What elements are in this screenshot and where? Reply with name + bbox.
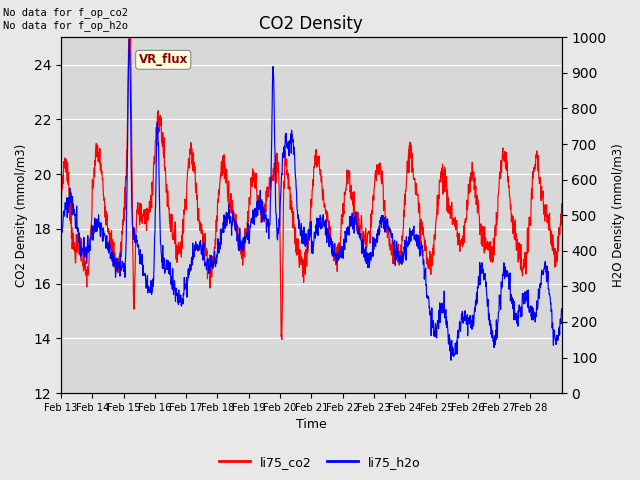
Text: VR_flux: VR_flux <box>139 53 188 66</box>
Title: CO2 Density: CO2 Density <box>259 15 363 33</box>
Text: No data for f_op_co2
No data for f_op_h2o: No data for f_op_co2 No data for f_op_h2… <box>3 7 128 31</box>
Y-axis label: H2O Density (mmol/m3): H2O Density (mmol/m3) <box>612 144 625 287</box>
Legend: li75_co2, li75_h2o: li75_co2, li75_h2o <box>214 451 426 474</box>
Y-axis label: CO2 Density (mmol/m3): CO2 Density (mmol/m3) <box>15 144 28 287</box>
X-axis label: Time: Time <box>296 419 326 432</box>
